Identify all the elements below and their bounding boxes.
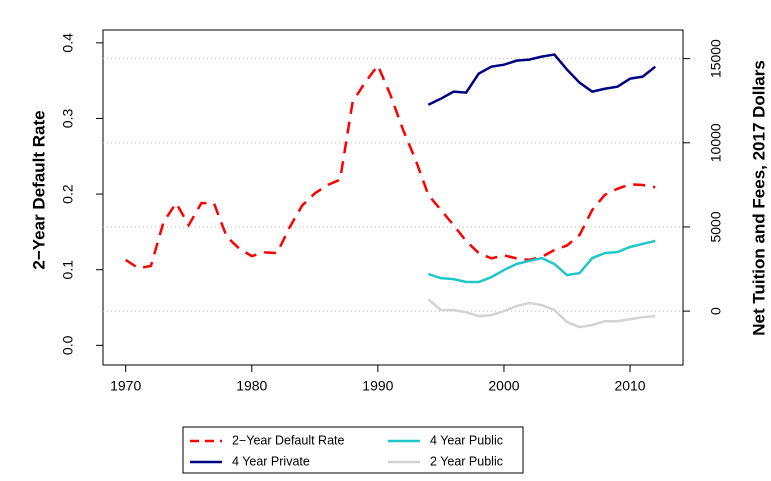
x-tick-label: 1990	[362, 378, 393, 394]
y2-tick-label: 5000	[708, 211, 724, 242]
plot-frame	[102, 29, 684, 366]
x-tick-label: 1980	[236, 378, 267, 394]
y-tick-label: 0.0	[60, 335, 76, 355]
legend-label: 2 Year Public	[430, 454, 503, 468]
y2-tick-label: 0	[708, 307, 724, 315]
legend-label: 2−Year Default Rate	[232, 433, 345, 447]
y-tick-label: 0.4	[60, 33, 76, 53]
x-tick-label: 2000	[488, 378, 519, 394]
y2-tick-label: 10000	[708, 123, 724, 162]
y-tick-label: 0.3	[60, 109, 76, 129]
series-line	[125, 63, 656, 270]
series-line	[427, 239, 656, 284]
x-tick-label: 1970	[110, 378, 141, 394]
series-line	[427, 298, 656, 329]
series-line	[427, 53, 657, 106]
y-axis-title: 2−Year Default Rate	[29, 110, 48, 269]
legend-label: 4 Year Public	[430, 433, 503, 447]
legend-box	[182, 426, 524, 474]
y-tick-label: 0.2	[60, 184, 76, 204]
y2-tick-label: 15000	[708, 39, 724, 78]
x-tick-label: 2010	[614, 378, 645, 394]
y2-axis-title: Net Tuition and Fees, 2017 Dollars	[749, 60, 768, 336]
legend-label: 4 Year Private	[232, 454, 310, 468]
y-tick-label: 0.1	[60, 260, 76, 280]
